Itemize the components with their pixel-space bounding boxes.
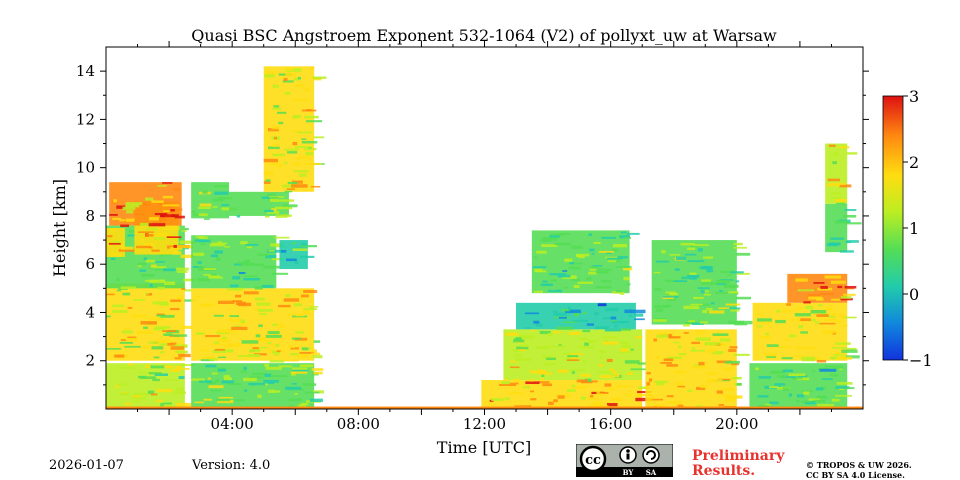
x-tick-label: 08:00 [337, 415, 380, 433]
ground-layer [106, 406, 863, 409]
y-axis-ticks: 2 4 6 8 10 12 14 [76, 62, 869, 386]
x-tick-label: 16:00 [589, 415, 632, 433]
y-tick-label: 8 [85, 207, 95, 225]
heatmap-region [749, 363, 855, 409]
y-tick-label: 6 [85, 255, 95, 273]
heatmap-region [106, 363, 198, 409]
preliminary-line-2: Results. [692, 463, 756, 479]
cc-icon [579, 445, 607, 473]
cc-license-badge: cc BY SA [576, 444, 673, 477]
heatmap-region [752, 302, 860, 363]
heatmap-region [516, 302, 646, 332]
heatmap-region [263, 66, 327, 193]
y-tick-label: 10 [76, 159, 95, 177]
colorbar-tick-label: 2 [909, 153, 919, 172]
preliminary-notice: Preliminary Results. [692, 449, 784, 479]
heatmap-region [645, 329, 750, 409]
heatmap-region [106, 283, 197, 361]
colorbar-tick-label: −1 [909, 351, 933, 370]
y-tick-label: 14 [76, 62, 95, 80]
heatmap-region [191, 288, 323, 363]
preliminary-line-1: Preliminary [692, 448, 785, 464]
colorbar-tick-label: 3 [909, 87, 919, 106]
colorbar-tick-label: 0 [909, 285, 919, 304]
x-axis-ticks: 04:00 08:00 12:00 16:00 20:00 [137, 41, 832, 433]
sa-text: SA [646, 468, 657, 477]
colorbar [882, 95, 904, 361]
heatmap-region [503, 329, 647, 383]
heatmap-region [229, 191, 298, 218]
x-tick-label: 04:00 [211, 415, 254, 433]
heatmap-region [651, 240, 753, 327]
cc-text: cc [585, 453, 601, 468]
colorbar-tick-label: 1 [909, 219, 919, 238]
y-tick-label: 4 [85, 303, 95, 321]
heatmap-region [825, 143, 858, 205]
colorbar-ticks: 3 2 1 0 −1 [903, 87, 933, 370]
version-label: Version: 4.0 [192, 458, 271, 473]
date-label: 2026-01-07 [49, 458, 124, 473]
heatmap-region [825, 203, 862, 253]
license-line-2: CC BY SA 4.0 License. [806, 470, 905, 480]
by-text: BY [623, 468, 635, 477]
chart-title: Quasi BSC Angstroem Exponent 532-1064 (V… [191, 26, 777, 45]
y-tick-label: 12 [76, 110, 95, 128]
heatmap-region [531, 230, 640, 295]
heatmap-region [191, 235, 290, 290]
heatmap-region [481, 380, 652, 409]
heatmap-region [106, 228, 135, 257]
sa-share-icon [642, 446, 660, 464]
heatmap-region [109, 182, 185, 228]
heatmap-region [279, 240, 317, 270]
license-line-1: © TROPOS & UW 2026. [806, 460, 912, 470]
y-tick-label: 2 [85, 352, 95, 370]
x-tick-label: 20:00 [715, 415, 758, 433]
x-axis-label: Time [UTC] [437, 438, 531, 457]
heatmap-region [191, 363, 325, 409]
license-notice: © TROPOS & UW 2026. CC BY SA 4.0 License… [806, 460, 912, 480]
heatmap-region [787, 273, 857, 304]
y-axis-label: Height [km] [50, 179, 69, 277]
heatmap-layer [106, 66, 863, 409]
x-tick-label: 12:00 [463, 415, 506, 433]
